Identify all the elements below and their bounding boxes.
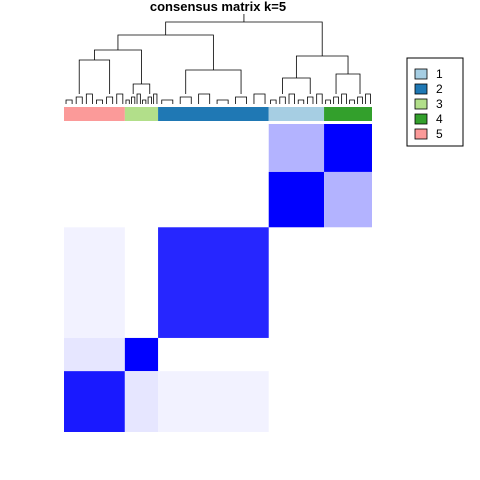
heatmap-cell-4-1 — [268, 124, 325, 172]
chart-title: consensus matrix k=5 — [150, 0, 286, 14]
heatmap-cell-3-3 — [124, 337, 159, 372]
legend-swatch-3 — [414, 98, 428, 110]
dendrogram-link — [106, 96, 114, 104]
dendrogram-link — [161, 99, 174, 104]
heatmap-cell-3-5 — [64, 337, 125, 372]
heatmap-cell-1-4 — [324, 171, 372, 228]
legend-label-4: 4 — [436, 112, 443, 126]
dendrogram-link — [131, 96, 136, 104]
legend-label-2: 2 — [436, 82, 443, 96]
dendrogram-link — [132, 83, 151, 94]
legend-swatch-1 — [414, 68, 428, 80]
dendrogram-link — [297, 99, 305, 104]
dendrogram-link — [85, 93, 93, 104]
dendrogram-link — [117, 34, 214, 66]
dendrogram-link — [270, 99, 277, 104]
dendrogram-link — [75, 96, 83, 104]
dendrogram-link — [147, 96, 152, 104]
dendrogram-link — [333, 96, 339, 104]
dendrogram-link — [295, 55, 349, 74]
dendrogram-link — [136, 93, 141, 104]
legend-swatch-2 — [414, 83, 428, 95]
dendrogram-link — [349, 99, 355, 104]
class-annotation-bar — [64, 107, 372, 121]
dendrogram-link — [153, 93, 158, 104]
dendrogram-link — [341, 93, 347, 104]
heatmap-cell-5-5 — [64, 371, 125, 432]
dendrogram-link — [325, 99, 331, 104]
dendrogram-link — [125, 99, 130, 104]
legend-label-3: 3 — [436, 97, 443, 111]
dendrogram-link — [288, 93, 295, 104]
dendrogram-link — [165, 21, 323, 56]
dendrogram-link — [307, 96, 314, 104]
legend-label-1: 1 — [436, 67, 443, 81]
dendrogram-link — [65, 99, 73, 104]
heatmap-cell-5-2 — [158, 371, 269, 432]
dendrogram-link — [96, 99, 103, 104]
dendrogram-link — [78, 59, 111, 94]
dendrogram-link — [198, 93, 211, 104]
dendrogram-link — [235, 96, 247, 104]
dendrogram-link — [282, 77, 311, 94]
legend-swatch-4 — [414, 113, 428, 125]
dendrogram-link — [365, 93, 371, 104]
annotation-class-3 — [124, 107, 159, 121]
dendrogram-link — [357, 96, 363, 104]
heatmap-cell-4-4 — [324, 124, 372, 172]
heatmap-cell-1-1 — [268, 171, 325, 228]
heatmap-cell-2-5 — [64, 227, 125, 338]
dendrogram-link — [116, 93, 124, 104]
dendrogram-link — [253, 93, 266, 104]
legend-label-5: 5 — [436, 127, 443, 141]
annotation-class-1 — [268, 107, 325, 121]
dendrogram-link — [94, 49, 142, 80]
annotation-class-4 — [324, 107, 372, 121]
dendrogram-link — [185, 69, 242, 94]
dendrogram-link — [142, 99, 147, 104]
consensus-heatmap — [64, 124, 372, 432]
dendrogram-link — [335, 73, 361, 94]
annotation-class-2 — [158, 107, 269, 121]
column-dendrogram — [65, 14, 371, 104]
annotation-class-5 — [64, 107, 125, 121]
dendrogram-link — [279, 96, 286, 104]
heatmap-cell-2-2 — [158, 227, 269, 338]
dendrogram-link — [316, 93, 323, 104]
heatmap-cell-5-3 — [124, 371, 159, 432]
legend-swatch-5 — [414, 128, 428, 140]
dendrogram-link — [179, 96, 192, 104]
dendrogram-link — [216, 99, 229, 104]
